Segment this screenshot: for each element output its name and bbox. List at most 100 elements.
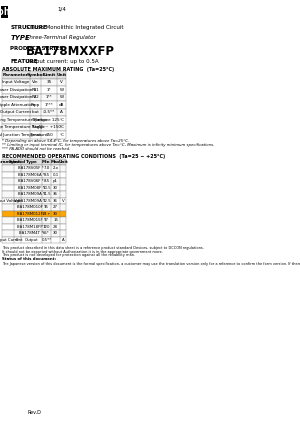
Bar (2, 159, 66, 165)
Text: 120: 120 (43, 225, 50, 229)
Text: The Japanese version of this document is the formal specification, a customer ma: The Japanese version of this document is… (2, 261, 300, 266)
Text: 30: 30 (53, 231, 58, 235)
Text: * Depending on above 54.4°C, for temperatures above Ta=25°C.: * Depending on above 54.4°C, for tempera… (2, 139, 129, 142)
Text: ** Limiting or input terminal IC, for temperatures above Ta=°C, Maximum is infin: ** Limiting or input terminal IC, for te… (2, 142, 214, 147)
Text: 12.5: 12.5 (42, 199, 51, 203)
Text: *** PA.ADO should not be reached.: *** PA.ADO should not be reached. (2, 147, 70, 150)
Text: °C: °C (59, 133, 64, 137)
Text: Input Voltage: Input Voltage (2, 80, 29, 84)
Text: STRUCTURE: STRUCTURE (10, 25, 47, 30)
Text: 0.5**: 0.5** (41, 238, 52, 242)
Bar (2, 124, 66, 131)
Text: 27: 27 (53, 205, 58, 209)
Bar (2, 204, 66, 210)
Text: 1/4: 1/4 (57, 6, 66, 11)
Text: -0.5**: -0.5** (43, 110, 56, 114)
Text: Ripp: Ripp (31, 103, 40, 107)
Text: Thermal Junction Temperature: Thermal Junction Temperature (0, 133, 47, 137)
Text: It should not be exported without Authorization it is in the appropriate governm: It should not be exported without Author… (2, 249, 163, 253)
Text: Unit: Unit (57, 73, 67, 77)
Text: BA178M010F *: BA178M010F * (17, 205, 46, 209)
Text: Output Current: Output Current (0, 238, 22, 242)
Text: Vin: Vin (14, 199, 20, 203)
Text: BA178MXXFP: BA178MXXFP (26, 45, 115, 58)
Bar (2, 178, 66, 184)
Bar (2, 224, 66, 230)
Text: Min: Min (42, 160, 51, 164)
Text: rohm: rohm (0, 7, 16, 17)
Text: Power Dissipation 1: Power Dissipation 1 (0, 88, 36, 92)
Bar (2, 204, 66, 210)
Text: 65*: 65* (43, 231, 50, 235)
Text: 11.5: 11.5 (42, 192, 51, 196)
Text: above 125: above 125 (38, 118, 60, 122)
Text: -55 ~ +150: -55 ~ +150 (37, 125, 61, 129)
Bar (2, 79, 66, 86)
Text: 8.5: 8.5 (43, 179, 50, 183)
Bar (2, 230, 66, 236)
Bar (2, 172, 66, 178)
Text: Tstg: Tstg (31, 125, 40, 129)
Bar (2, 94, 66, 101)
Bar (2, 108, 66, 116)
Text: BA178M09A *: BA178M09A * (18, 199, 45, 203)
Text: 28: 28 (53, 225, 58, 229)
Text: BA178M015F *: BA178M015F * (17, 218, 46, 222)
Text: Pd2: Pd2 (32, 95, 39, 99)
Text: 17: 17 (44, 218, 49, 222)
Bar (2, 184, 66, 191)
Bar (2, 217, 66, 224)
Bar (2, 198, 66, 204)
Text: PRODUCT SERIES: PRODUCT SERIES (10, 46, 63, 51)
Text: BA178M06A *: BA178M06A * (18, 173, 45, 177)
Bar (2, 101, 66, 108)
Text: Status of this document:: Status of this document: (2, 258, 56, 261)
Text: Storage Temperature Range: Storage Temperature Range (0, 125, 45, 129)
Text: 1***: 1*** (45, 103, 54, 107)
Text: 30: 30 (53, 212, 58, 216)
Bar (2, 86, 66, 94)
Text: 15: 15 (44, 205, 49, 209)
Bar (2, 172, 66, 178)
Text: p1: p1 (53, 179, 58, 183)
Text: BA178M09A *: BA178M09A * (18, 192, 45, 196)
Text: 36: 36 (53, 199, 58, 203)
Text: 7.0: 7.0 (43, 166, 50, 170)
Text: BA178M08F *: BA178M08F * (18, 186, 44, 190)
Text: Output current: up to 0.5A: Output current: up to 0.5A (26, 59, 99, 64)
Text: BA178V06F *: BA178V06F * (18, 179, 44, 183)
Text: Unit: Unit (58, 160, 68, 164)
Text: Silicon Monolithic Integrated Circuit: Silicon Monolithic Integrated Circuit (26, 25, 124, 30)
Text: 35: 35 (47, 80, 52, 84)
Bar (2, 184, 66, 191)
Text: This product is not developed for protection against all the reliability man.: This product is not developed for protec… (2, 253, 135, 257)
Text: FEATURE: FEATURE (10, 59, 38, 64)
Text: Operating Temperature Range: Operating Temperature Range (0, 118, 47, 122)
Text: W: W (60, 95, 64, 99)
Bar (2, 165, 66, 172)
Text: Input Voltage: Input Voltage (0, 199, 21, 203)
Text: BA178V05F *: BA178V05F * (18, 166, 44, 170)
Bar (2, 124, 66, 131)
Text: 2.x: 2.x (52, 166, 59, 170)
Text: 36: 36 (53, 192, 58, 196)
Text: 14.+: 14.+ (42, 212, 51, 216)
Bar (2, 198, 66, 204)
Text: 15: 15 (53, 218, 58, 222)
Text: A: A (62, 238, 64, 242)
Bar (2, 86, 66, 94)
Text: Pd1: Pd1 (32, 88, 39, 92)
Bar (2, 116, 66, 124)
Bar (2, 94, 66, 101)
Text: 1**: 1** (46, 95, 53, 99)
Text: Tjmax: Tjmax (29, 133, 42, 137)
Bar (2, 236, 66, 243)
Text: dB: dB (59, 103, 64, 107)
Text: 30: 30 (53, 186, 58, 190)
Bar (2, 101, 66, 108)
Bar (2, 79, 66, 86)
Bar (2, 217, 66, 224)
Text: RECOMMENDED OPERATING CONDITIONS  (Ta=25 ~ +25°C): RECOMMENDED OPERATING CONDITIONS (Ta=25 … (2, 153, 165, 159)
Text: Max: Max (51, 160, 60, 164)
Text: BA178M18FP *: BA178M18FP * (17, 225, 46, 229)
